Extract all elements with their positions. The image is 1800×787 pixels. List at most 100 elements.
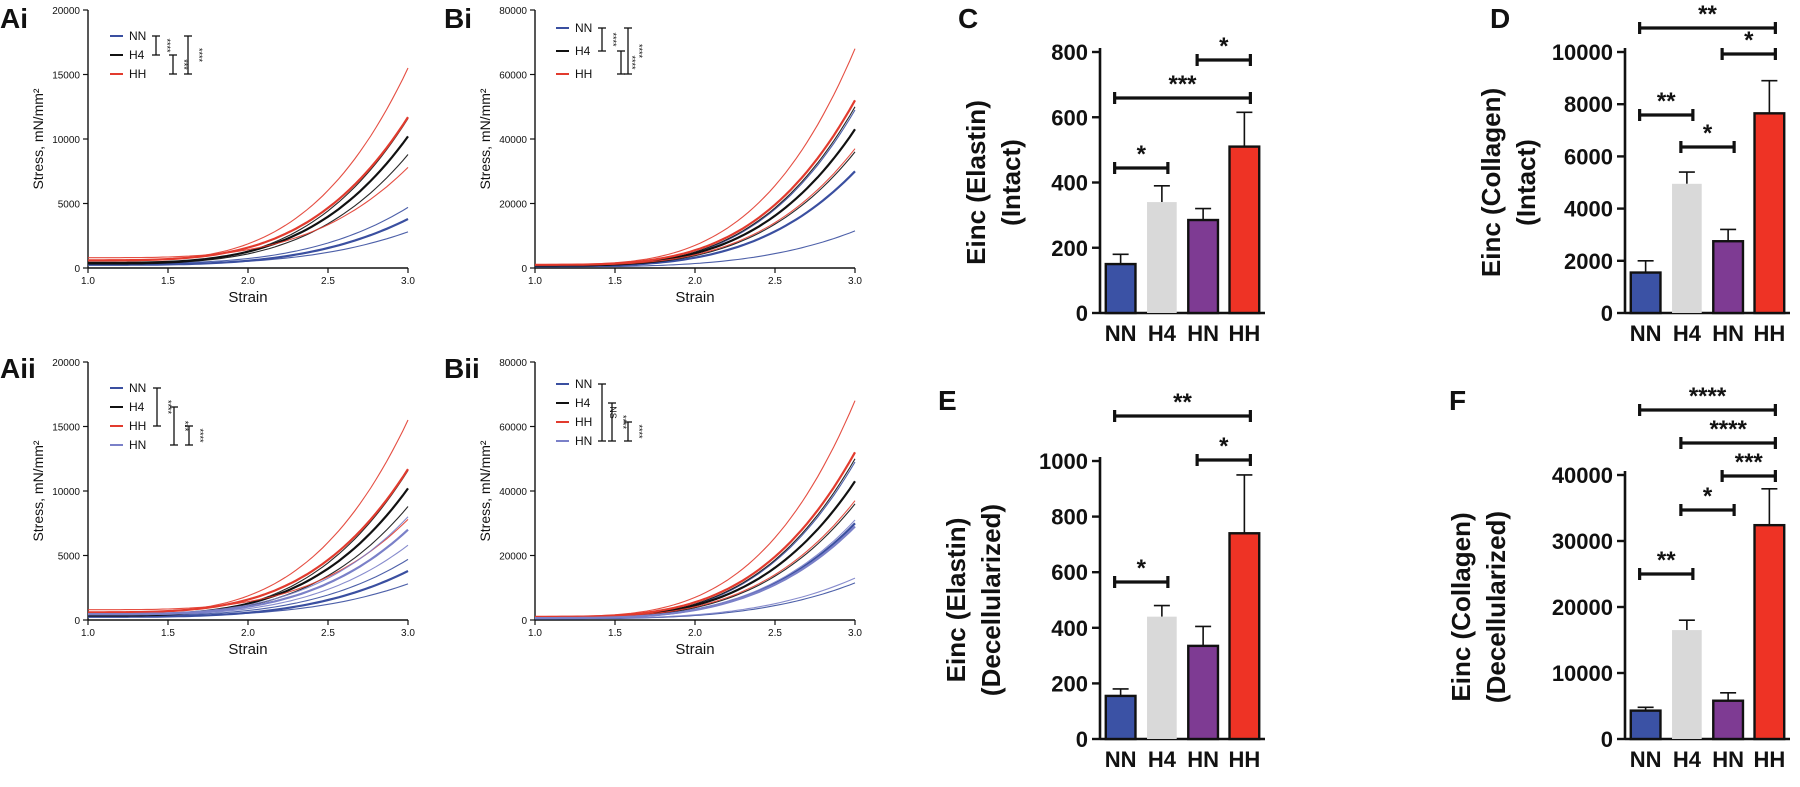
sig-label: ****: [1709, 416, 1747, 443]
y-tick-label: 60000: [499, 71, 527, 82]
panel-e: E 0 200 400 600 800 1000 Einc (Elastin) (Decellu…: [938, 385, 1265, 772]
curve-hn: [88, 516, 409, 615]
y-tick-label: 60000: [499, 423, 527, 434]
x-tick-label: HH: [1753, 747, 1785, 772]
sig-label: ****: [163, 400, 173, 415]
panel-label: Bii: [444, 353, 480, 384]
y-tick-label: 0: [521, 264, 527, 275]
legend-label: NN: [129, 381, 146, 395]
y-tick-label: 40000: [1552, 463, 1613, 488]
y-tick-label: 15000: [52, 71, 80, 82]
y-tick-label: 10000: [52, 135, 80, 146]
curve-nn: [535, 582, 856, 620]
bar-h4: [1672, 183, 1702, 313]
sig-label: *: [1703, 120, 1713, 147]
y-tick-label: 0: [1601, 301, 1613, 326]
curve-h4: [535, 458, 856, 619]
sig-label: *: [1219, 33, 1229, 60]
y-tick-label: 0: [74, 616, 80, 627]
sig-label: *: [1137, 555, 1147, 582]
x-tick-label: HH: [1228, 321, 1260, 346]
y-tick-label: 20000: [52, 6, 80, 17]
curve-hh: [535, 400, 856, 618]
x-tick-label: 1.0: [528, 276, 542, 287]
y-tick-label: 10000: [52, 487, 80, 498]
curve-hh: [88, 419, 409, 614]
y-tick-label: 800: [1051, 505, 1088, 530]
y-axis-title: Stress, mN/mm²: [30, 88, 46, 189]
curve-nn: [535, 230, 856, 268]
curve-hh: [88, 167, 409, 259]
sig-label: *: [1137, 141, 1147, 168]
x-tick-label: 2.0: [241, 628, 255, 639]
legend-label: HH: [129, 67, 146, 81]
x-tick-label: 1.5: [608, 628, 622, 639]
y-axis-title: (Decellularized): [1481, 511, 1511, 703]
x-axis-title: Strain: [675, 641, 714, 658]
x-tick-label: 3.0: [401, 276, 415, 287]
x-tick-label: 1.0: [528, 628, 542, 639]
y-tick-label: 40000: [499, 487, 527, 498]
legend-label: HN: [129, 438, 146, 452]
sig-label: ****: [634, 44, 644, 59]
y-tick-label: 80000: [499, 358, 527, 369]
bar-hh: [1753, 523, 1786, 741]
x-tick-label: H4: [1673, 747, 1702, 772]
y-axis-title: Stress, mN/mm²: [477, 88, 493, 189]
x-tick-label: 1.0: [81, 628, 95, 639]
y-tick-label: 400: [1051, 616, 1088, 641]
y-tick-label: 10000: [1552, 661, 1613, 686]
x-tick-label: H4: [1148, 747, 1177, 772]
x-axis-title: Strain: [675, 289, 714, 306]
x-tick-label: NN: [1105, 747, 1137, 772]
x-axis-title: Strain: [228, 289, 267, 306]
y-tick-label: 600: [1051, 560, 1088, 585]
y-tick-label: 30000: [1552, 529, 1613, 554]
panel-d: D 0 2000 4000 6000 8000 10000 Einc (Collagen) (I…: [1476, 1, 1790, 346]
sig-label: ****: [608, 32, 618, 47]
panel-label: D: [1490, 3, 1510, 34]
x-tick-label: NN: [1630, 321, 1662, 346]
y-axis-title: (Intact): [1511, 139, 1541, 226]
y-tick-label: 15000: [52, 423, 80, 434]
y-tick-label: 2000: [1564, 249, 1613, 274]
y-tick-label: 400: [1051, 171, 1088, 196]
x-tick-label: NN: [1630, 747, 1662, 772]
curve-nn: [88, 570, 409, 618]
x-tick-label: HN: [1187, 321, 1219, 346]
x-tick-label: HN: [1187, 747, 1219, 772]
curve-h4: [535, 106, 856, 267]
y-tick-label: 80000: [499, 6, 527, 17]
bar-hh: [1753, 112, 1786, 315]
x-tick-label: 2.0: [688, 628, 702, 639]
bar-hh: [1228, 532, 1261, 741]
bar-nn: [1104, 262, 1137, 315]
y-tick-label: 600: [1051, 105, 1088, 130]
x-tick-label: 3.0: [848, 276, 862, 287]
x-tick-label: 2.5: [321, 276, 335, 287]
y-tick-label: 20000: [1552, 595, 1613, 620]
sig-label: **: [1698, 1, 1717, 28]
sig-label: ****: [194, 48, 204, 63]
sig-label: **: [1657, 88, 1676, 115]
curve-h4: [535, 503, 856, 619]
bar-hn: [1187, 644, 1220, 741]
y-tick-label: 20000: [52, 358, 80, 369]
curve-hh: [535, 451, 856, 618]
y-tick-label: 1000: [1039, 449, 1088, 474]
sig-label: *: [1703, 483, 1713, 510]
y-axis-title: Einc (Elastin): [941, 518, 971, 683]
bar-nn: [1629, 709, 1662, 741]
sig-label: ****: [627, 55, 637, 70]
curve-nn: [88, 206, 409, 265]
legend-label: HN: [575, 434, 592, 448]
panel-ai: Ai 0 5000 10000 15000 20000 1.0 1.5 2.0 2.5 3.0 Str…: [0, 3, 415, 306]
x-tick-label: 2.5: [321, 628, 335, 639]
sig-label: ****: [162, 38, 172, 53]
y-tick-label: 0: [521, 616, 527, 627]
legend-label: NN: [575, 377, 592, 391]
sig-label: ****: [1689, 383, 1727, 410]
curve-h4: [88, 118, 409, 265]
x-tick-label: H4: [1148, 321, 1177, 346]
